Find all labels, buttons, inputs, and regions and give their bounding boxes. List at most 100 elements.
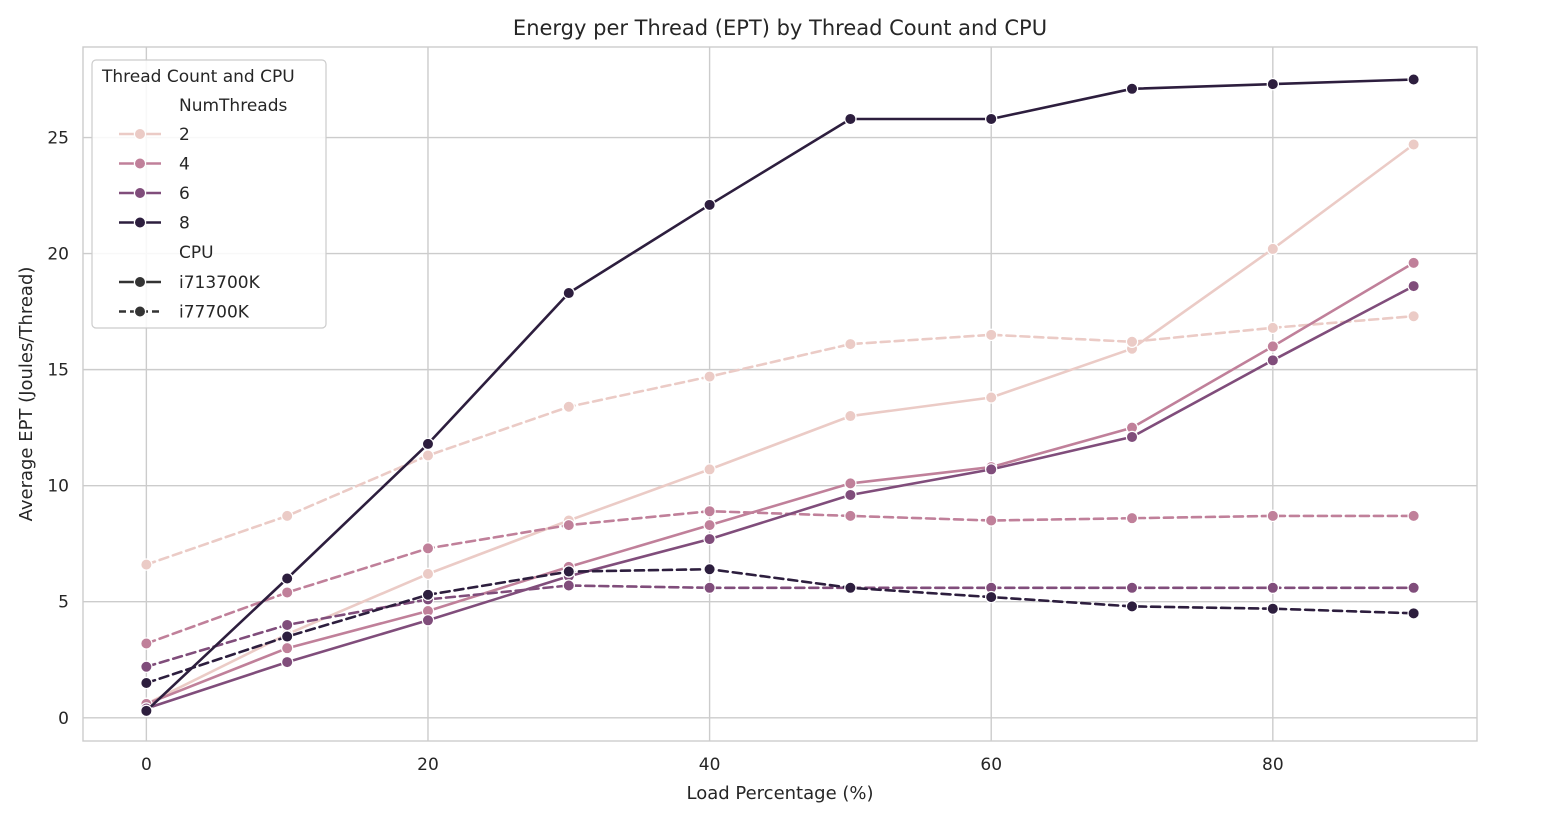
legend-marker (133, 275, 147, 289)
data-point (421, 588, 435, 601)
legend-marker (133, 186, 147, 200)
y-tick-label: 25 (47, 129, 69, 149)
data-point (562, 400, 575, 413)
tick-labels: 0 20 40 60 80 0 5 10 15 20 25 (47, 129, 1283, 775)
series-line (145, 261, 1415, 706)
chart-title: Energy per Thread (EPT) by Thread Count … (513, 16, 1047, 40)
data-point (140, 558, 153, 571)
data-point (280, 641, 294, 655)
data-point (421, 437, 435, 451)
data-point (1407, 138, 1420, 151)
series-line (145, 314, 1415, 566)
data-point (562, 579, 575, 592)
data-point (1407, 73, 1420, 86)
legend-marker (133, 305, 147, 318)
data-point (562, 565, 575, 578)
x-axis-label: Load Percentage (%) (686, 783, 873, 804)
legend-label: i713700K (179, 273, 261, 293)
data-point (703, 563, 716, 576)
data-point (703, 532, 716, 546)
data-point (1125, 581, 1139, 595)
y-tick-label: 0 (58, 709, 69, 729)
series-2-i77700K (140, 310, 1420, 571)
legend-label: i77700K (179, 303, 250, 323)
data-point (1266, 321, 1280, 335)
series-8-i713700K (140, 73, 1420, 718)
legend-marker (133, 127, 147, 141)
data-point (1407, 310, 1420, 323)
data-point (280, 630, 294, 643)
data-point (703, 198, 716, 212)
series-6-i713700K (140, 279, 1420, 715)
data-point (844, 337, 857, 351)
legend-entry-2: 2 (119, 125, 190, 145)
data-point (985, 112, 998, 126)
data-point (1266, 602, 1280, 615)
series-4-i77700K (140, 505, 1420, 650)
x-tick-label: 20 (417, 755, 439, 775)
series-line (145, 584, 1415, 669)
data-point (280, 618, 294, 632)
data-point (1266, 77, 1280, 91)
legend-box (91, 59, 327, 329)
data-point (140, 676, 153, 690)
data-point (1125, 600, 1139, 613)
legend-marker (133, 216, 147, 229)
series-line (145, 567, 1415, 685)
data-point (985, 514, 998, 527)
data-point (280, 509, 294, 523)
legend-title: Thread Count and CPU (101, 67, 295, 87)
data-point (844, 477, 857, 490)
legend-label: 2 (179, 125, 190, 145)
data-point (140, 637, 153, 650)
data-point (280, 655, 294, 669)
x-tick-label: 60 (980, 755, 1002, 775)
data-point (140, 660, 153, 673)
data-point (1125, 511, 1139, 525)
data-point (1125, 82, 1139, 95)
y-tick-label: 20 (47, 245, 69, 265)
data-point (1407, 509, 1420, 523)
legend-entry-8: 8 (119, 214, 190, 234)
x-tick-label: 80 (1262, 755, 1284, 775)
data-point (703, 370, 716, 383)
y-tick-label: 5 (58, 593, 69, 613)
series-6-i77700K (140, 579, 1420, 673)
data-point (280, 586, 294, 599)
y-tick-label: 10 (47, 477, 69, 497)
data-point (703, 463, 716, 476)
y-axis-label: Average EPT (Joules/Thread) (16, 267, 37, 522)
legend: Thread Count and CPU NumThreads CPU 2 4 6 8… (91, 59, 327, 329)
series-line (145, 143, 1415, 706)
data-point (844, 112, 857, 126)
data-point (844, 581, 857, 595)
data-point (1407, 607, 1420, 620)
data-point (703, 505, 716, 518)
data-point (421, 449, 435, 462)
data-point (421, 614, 435, 627)
series-4-i713700K (140, 256, 1420, 711)
legend-entry-6: 6 (119, 184, 190, 204)
legend-entry-i713700K: i713700K (119, 273, 261, 293)
series-group (140, 73, 1420, 718)
data-point (1266, 354, 1280, 367)
data-point (1266, 509, 1280, 523)
data-point (985, 391, 998, 404)
data-point (844, 488, 857, 502)
legend-hue-title: NumThreads (179, 96, 287, 116)
data-point (421, 542, 435, 555)
series-line (145, 509, 1415, 645)
x-tick-label: 40 (699, 755, 721, 775)
data-point (1407, 279, 1420, 293)
data-point (844, 409, 857, 423)
data-point (1407, 256, 1420, 270)
legend-label: 4 (179, 155, 190, 175)
data-point (985, 590, 998, 604)
data-point (985, 328, 998, 342)
data-point (140, 704, 153, 718)
data-point (1407, 581, 1420, 595)
series-line (145, 284, 1415, 710)
y-tick-label: 15 (47, 361, 69, 381)
